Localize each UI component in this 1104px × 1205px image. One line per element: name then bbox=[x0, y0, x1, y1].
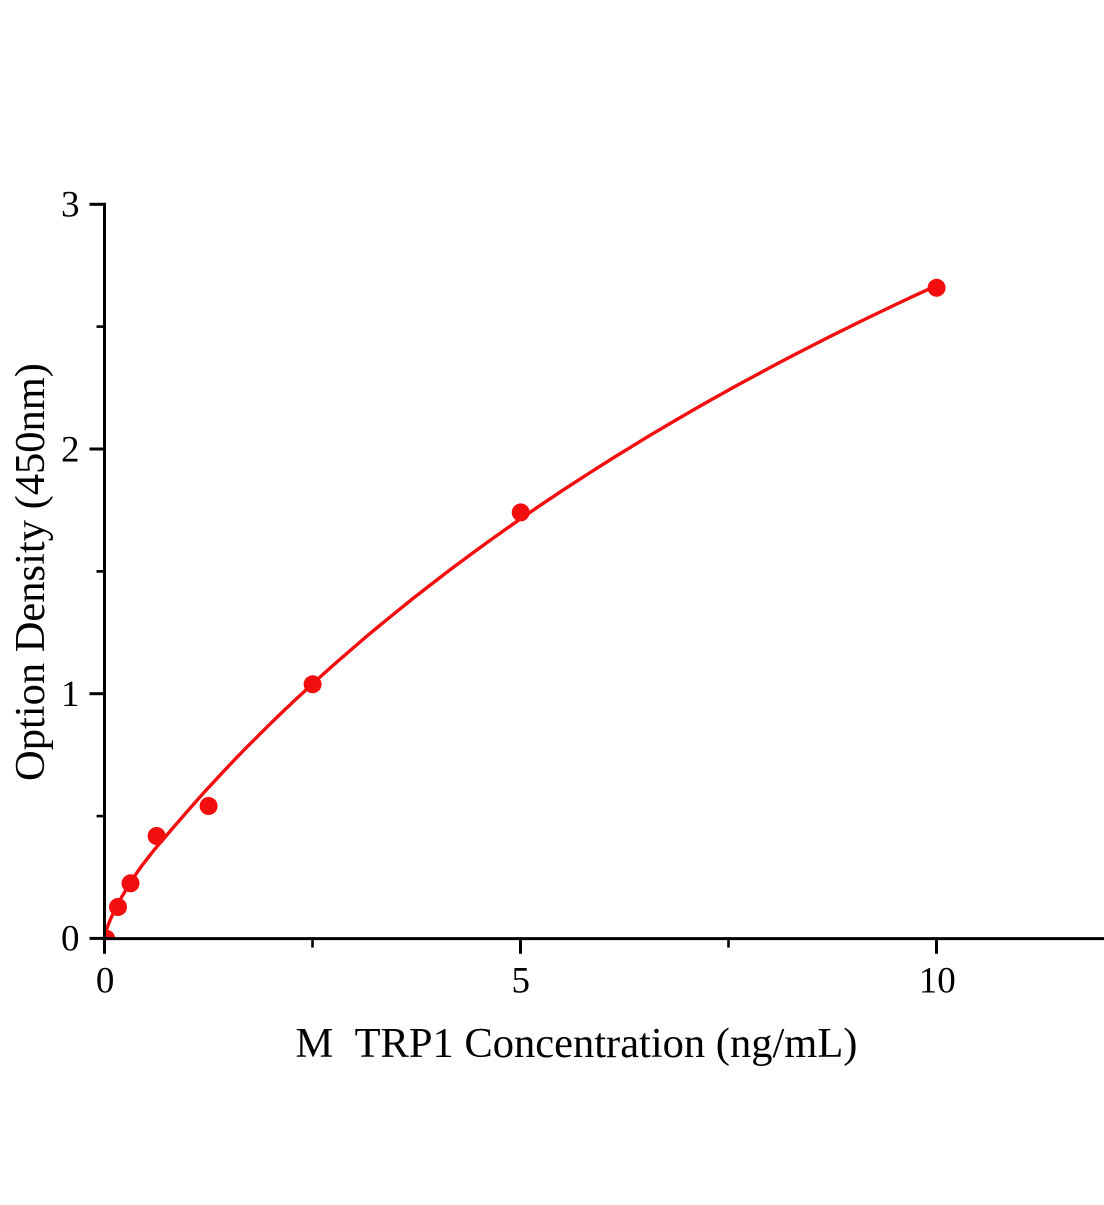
svg-text:0: 0 bbox=[61, 919, 80, 960]
svg-text:5: 5 bbox=[512, 961, 531, 1002]
svg-text:M TRP1 Concentration (ng/mL): M TRP1 Concentration (ng/mL) bbox=[296, 1020, 858, 1067]
svg-text:0: 0 bbox=[96, 961, 115, 1002]
svg-text:Option Density (450nm): Option Density (450nm) bbox=[7, 363, 54, 781]
svg-text:1: 1 bbox=[61, 674, 80, 715]
svg-text:2: 2 bbox=[61, 429, 80, 470]
svg-text:10: 10 bbox=[919, 961, 956, 1002]
svg-text:3: 3 bbox=[61, 185, 80, 226]
